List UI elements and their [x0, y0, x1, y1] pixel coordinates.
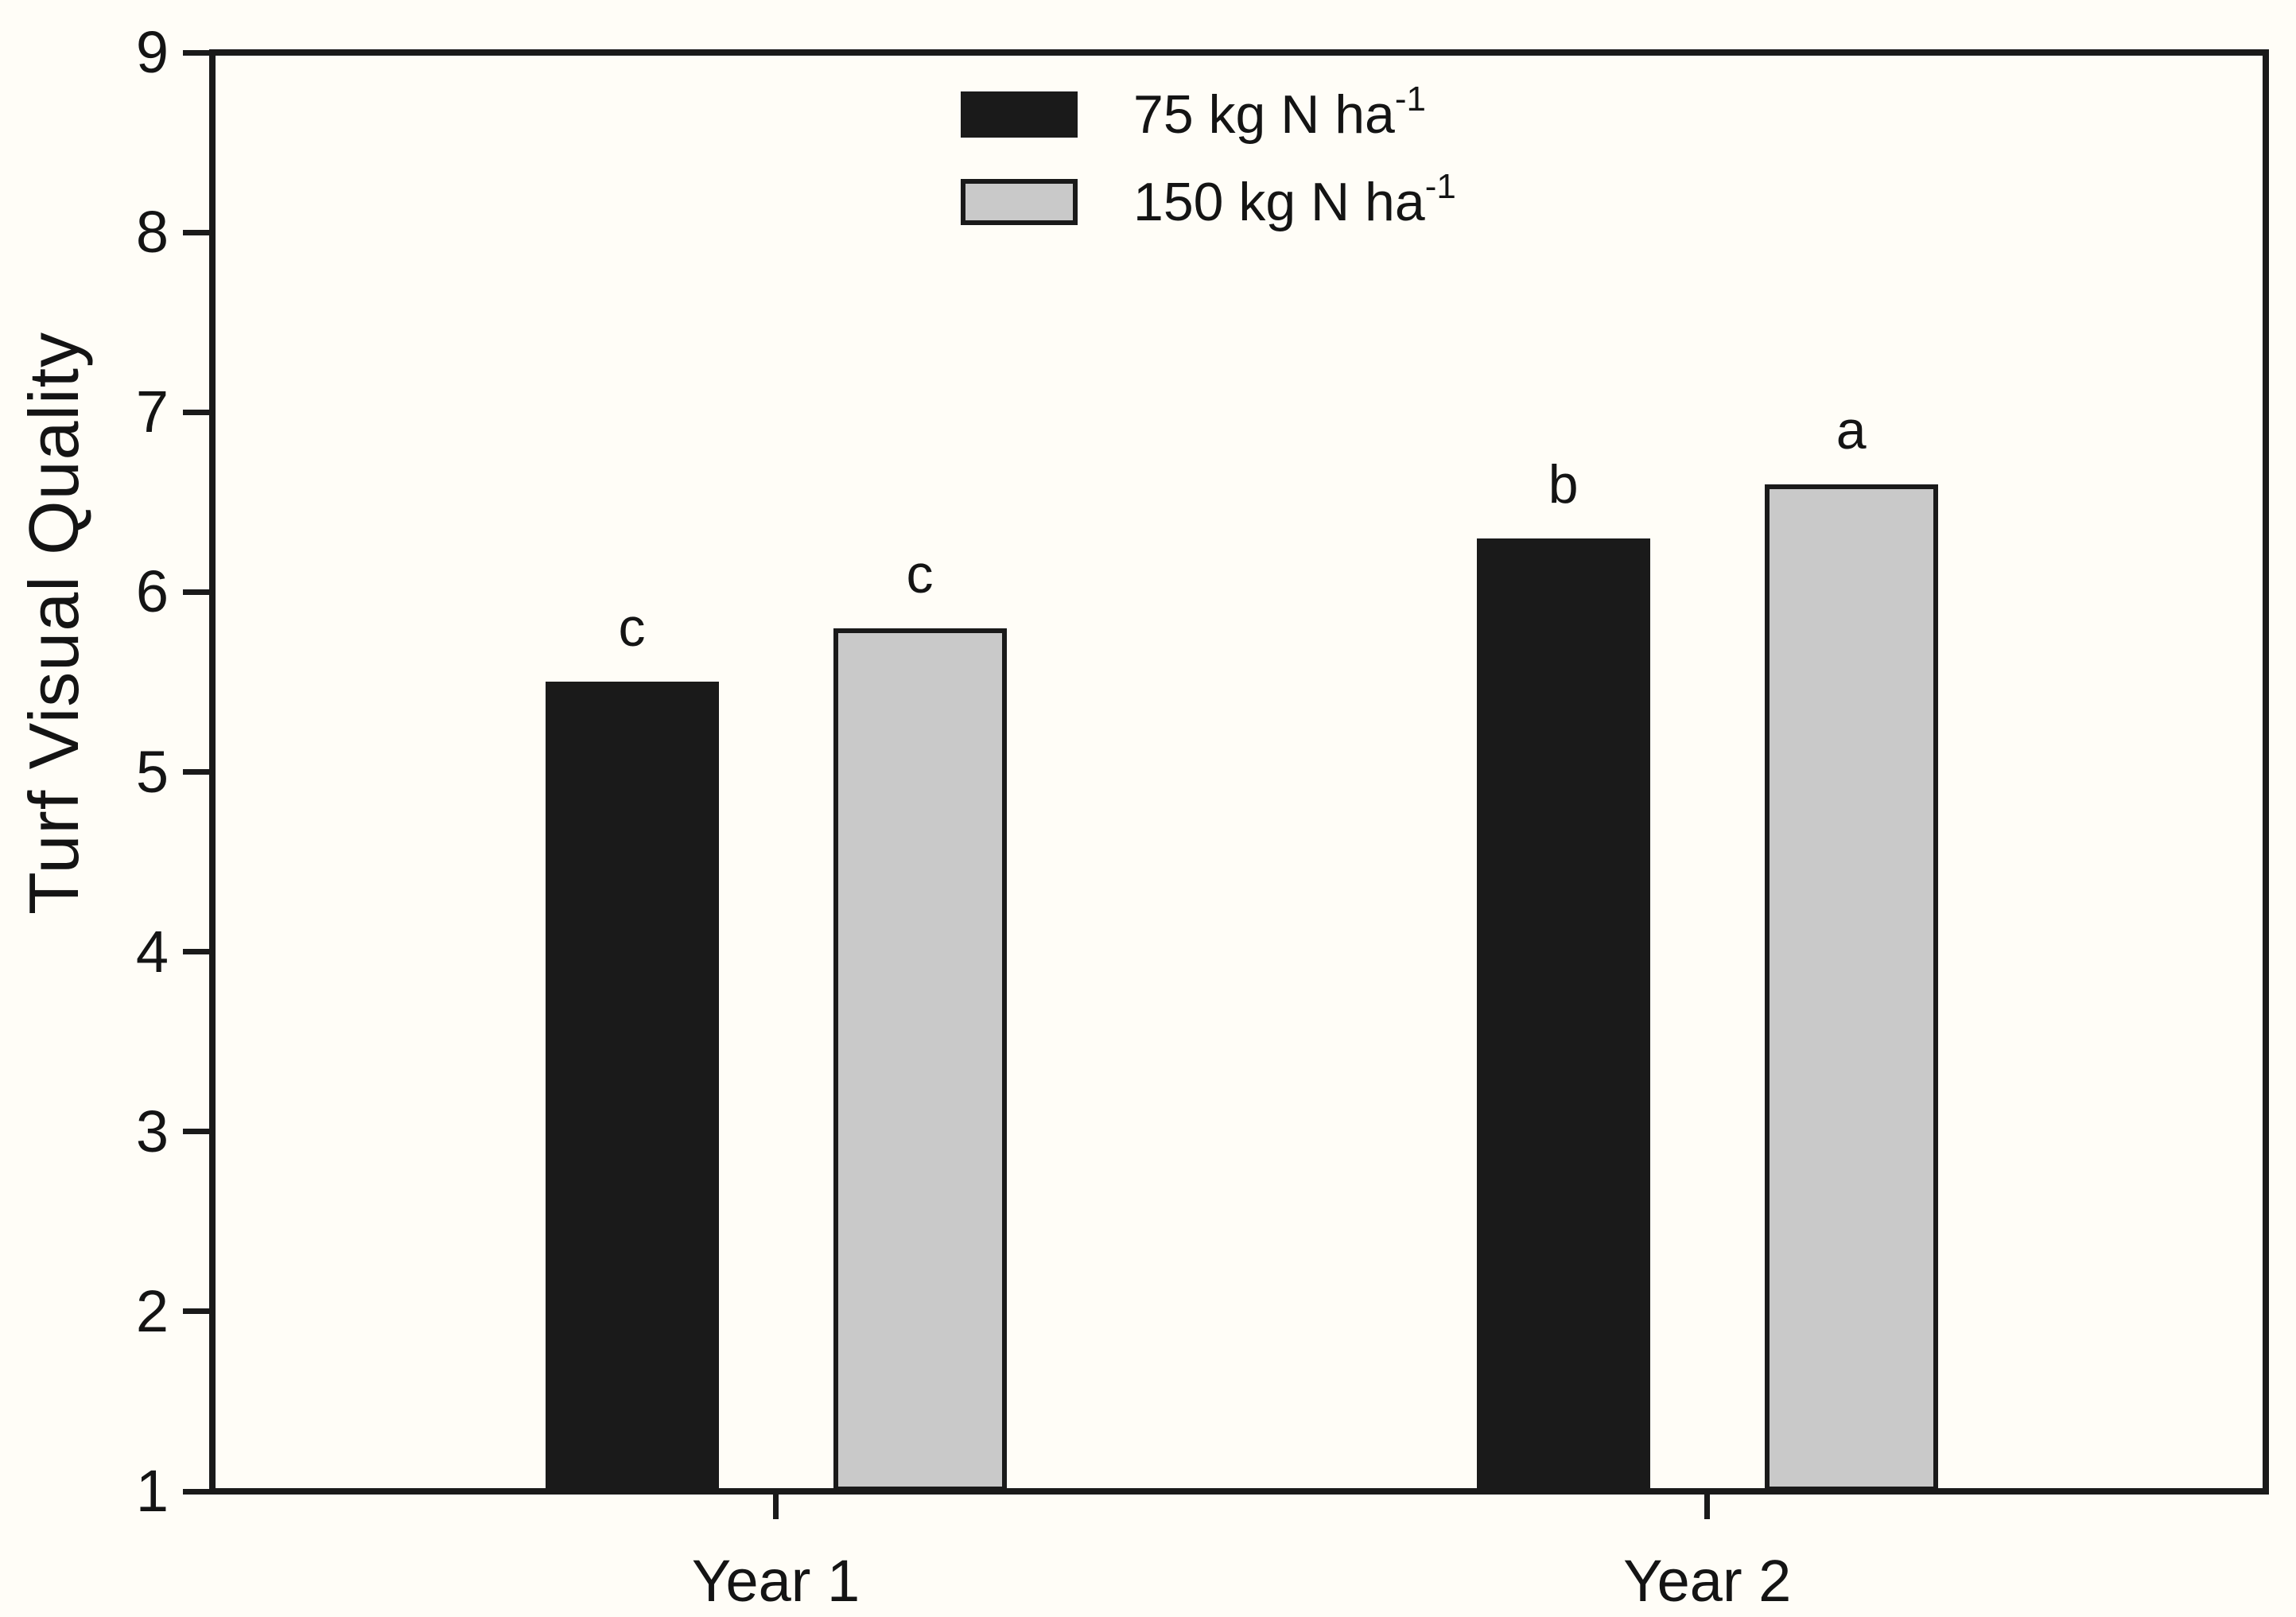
y-tick	[183, 589, 209, 595]
significance-letter: b	[1548, 453, 1579, 515]
y-tick	[183, 1129, 209, 1135]
y-tick-label: 2	[135, 1277, 169, 1344]
y-tick-label: 8	[135, 199, 169, 266]
plot-area	[209, 49, 2269, 1495]
legend-row: 150 kg N ha-1	[961, 167, 1456, 233]
bar-black-year-2	[1476, 538, 1650, 1491]
bar-black-year-1	[545, 682, 719, 1491]
legend: 75 kg N ha-1 150 kg N ha-1	[961, 80, 1456, 233]
y-tick	[183, 949, 209, 955]
y-tick	[183, 1488, 209, 1495]
bar-gray-year-2	[1764, 484, 1938, 1491]
x-tick-label: Year 1	[691, 1548, 861, 1614]
x-tick	[1704, 1495, 1711, 1519]
legend-label: 75 kg N ha-1	[1133, 80, 1427, 146]
significance-letter: c	[906, 543, 934, 604]
significance-letter: a	[1836, 399, 1867, 461]
significance-letter: c	[618, 597, 646, 659]
y-tick-label: 1	[135, 1458, 169, 1524]
legend-label: 150 kg N ha-1	[1133, 167, 1456, 233]
y-tick-label: 3	[135, 1098, 169, 1164]
y-tick	[183, 49, 209, 56]
y-axis-title: Turf Visual Quality	[14, 331, 93, 915]
y-tick-label: 6	[135, 558, 169, 625]
legend-swatch	[961, 91, 1078, 138]
y-tick	[183, 769, 209, 775]
y-tick	[183, 229, 209, 235]
legend-label-superscript: -1	[1394, 80, 1427, 119]
y-tick-label: 7	[135, 379, 169, 445]
legend-swatch	[961, 179, 1078, 225]
y-tick-label: 9	[135, 19, 169, 85]
bar-gray-year-1	[833, 628, 1007, 1491]
x-tick-label: Year 2	[1623, 1548, 1792, 1614]
y-tick-label: 5	[135, 738, 169, 805]
y-tick	[183, 1308, 209, 1315]
y-tick-label: 4	[135, 918, 169, 985]
legend-row: 75 kg N ha-1	[961, 80, 1456, 146]
y-tick	[183, 409, 209, 415]
legend-label-superscript: -1	[1424, 167, 1456, 206]
x-tick	[773, 1495, 779, 1519]
